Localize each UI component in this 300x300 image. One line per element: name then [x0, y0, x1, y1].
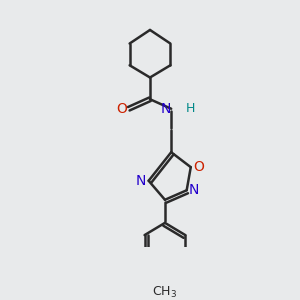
Text: N: N: [161, 102, 171, 116]
Text: O: O: [193, 160, 204, 174]
Text: H: H: [185, 102, 195, 115]
Text: N: N: [136, 174, 146, 188]
Text: CH$_3$: CH$_3$: [152, 285, 178, 300]
Text: O: O: [117, 102, 128, 116]
Text: N: N: [189, 183, 199, 197]
